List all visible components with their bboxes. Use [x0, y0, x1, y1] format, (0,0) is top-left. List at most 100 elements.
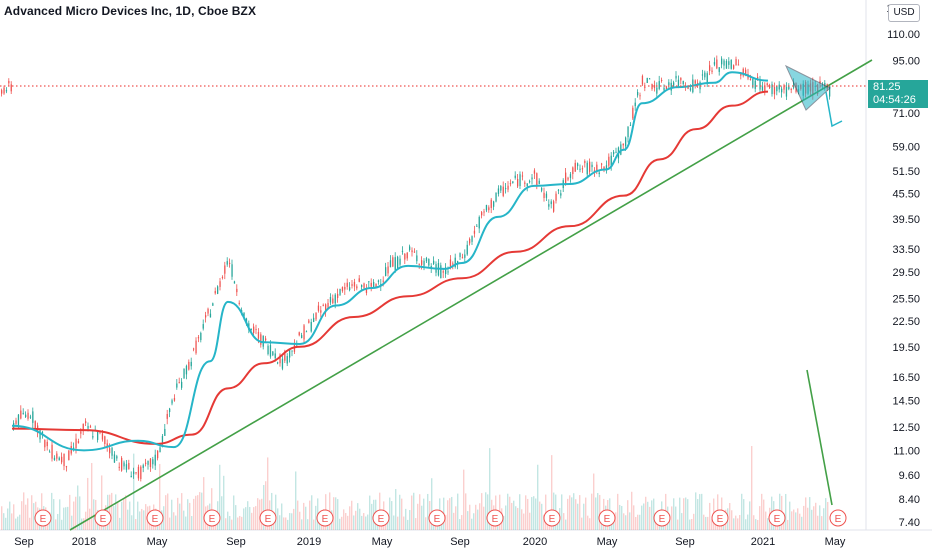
earnings-marker — [428, 509, 446, 527]
candle-body — [615, 151, 617, 153]
volume-bar — [673, 498, 675, 530]
earnings-marker-label: E — [549, 514, 556, 525]
volume-bar — [787, 519, 789, 530]
volume-bar — [799, 513, 801, 530]
volume-bar — [293, 508, 295, 530]
candle-body — [639, 95, 641, 97]
candle-body — [509, 183, 512, 185]
candle-body — [106, 443, 108, 447]
candle-body — [361, 284, 363, 287]
volume-bar — [281, 503, 283, 530]
y-tick-label: 45.50 — [892, 189, 920, 201]
volume-bar — [531, 497, 533, 530]
volume-bar — [93, 499, 95, 530]
volume-bar — [187, 499, 189, 530]
candle-body — [512, 181, 514, 184]
candle-body — [20, 410, 22, 419]
currency-button[interactable]: USD — [888, 4, 920, 22]
volume-bar — [689, 519, 691, 530]
candle-body — [764, 86, 766, 92]
volume-bar — [253, 507, 255, 530]
candle-body — [519, 174, 521, 186]
volume-bar — [311, 495, 313, 530]
volume-bar — [365, 516, 367, 530]
volume-bar — [137, 501, 139, 530]
volume-bar — [475, 504, 477, 530]
candle-body — [226, 261, 228, 265]
candle-body — [541, 187, 543, 191]
volume-bar — [541, 503, 543, 530]
volume-bar — [681, 513, 683, 530]
candle-body — [447, 271, 449, 273]
candle-body — [164, 428, 166, 436]
candle-body — [394, 257, 396, 271]
volume-bar — [821, 516, 823, 530]
candle-body — [749, 79, 752, 81]
plot-area — [0, 0, 860, 530]
volume-bar — [633, 505, 635, 530]
candle-body — [711, 70, 713, 73]
volume-bar — [403, 516, 405, 530]
candle-body — [1, 90, 3, 94]
candle-body — [17, 414, 20, 426]
candle-body — [553, 201, 555, 212]
volume-bar — [503, 515, 505, 530]
volume-bar — [537, 464, 539, 530]
candle-body — [25, 414, 27, 418]
candle-body — [202, 324, 204, 329]
volume-bar — [413, 492, 415, 530]
volume-bar — [283, 517, 285, 530]
volume-bar — [751, 446, 753, 530]
y-tick-label: 9.60 — [899, 470, 920, 482]
candle-body — [123, 462, 125, 467]
volume-bar — [219, 464, 221, 530]
candle-body — [73, 447, 75, 449]
volume-bar — [711, 519, 713, 530]
volume-bar — [193, 498, 195, 530]
volume-bar — [431, 478, 433, 530]
volume-bar — [1, 506, 3, 530]
candle-body — [665, 86, 668, 90]
candle-body — [793, 82, 795, 88]
candle-body — [471, 236, 473, 242]
volume-bar — [405, 508, 407, 530]
volume-bar — [393, 515, 395, 530]
candle-body — [111, 447, 113, 456]
x-tick-label: Sep — [226, 536, 246, 548]
volume-bar — [763, 499, 765, 530]
volume-bar — [11, 513, 13, 530]
earnings-marker-label: E — [659, 514, 666, 525]
candle-body — [34, 421, 36, 428]
y-tick-label: 22.50 — [892, 316, 920, 328]
candle-body — [121, 457, 123, 471]
volume-bar — [221, 496, 223, 530]
volume-bar — [479, 503, 481, 530]
candle-body — [538, 180, 540, 184]
candle-body — [152, 459, 154, 465]
candle-body — [673, 82, 675, 86]
candle-body — [267, 345, 269, 355]
candle-body — [572, 167, 574, 175]
volume-bar — [387, 516, 389, 530]
volume-bar — [67, 506, 69, 530]
candle-body — [778, 84, 780, 90]
candle-body — [505, 188, 507, 190]
y-tick-label: 19.50 — [892, 342, 920, 354]
volume-bar — [229, 515, 231, 530]
candle-body — [454, 257, 456, 268]
volume-bar — [445, 514, 447, 530]
candle-body — [3, 87, 5, 94]
volume-bar — [75, 496, 77, 530]
candle-body — [87, 425, 89, 429]
volume-bar — [191, 516, 193, 530]
volume-bar — [183, 510, 185, 530]
candle-body — [413, 251, 416, 253]
earnings-marker-label: E — [152, 514, 159, 525]
candle-body — [279, 354, 281, 364]
x-tick-label: Sep — [675, 536, 695, 548]
volume-bar — [115, 494, 117, 530]
candle-body — [418, 263, 420, 265]
volume-bar — [313, 519, 315, 530]
volume-bar — [211, 488, 213, 530]
